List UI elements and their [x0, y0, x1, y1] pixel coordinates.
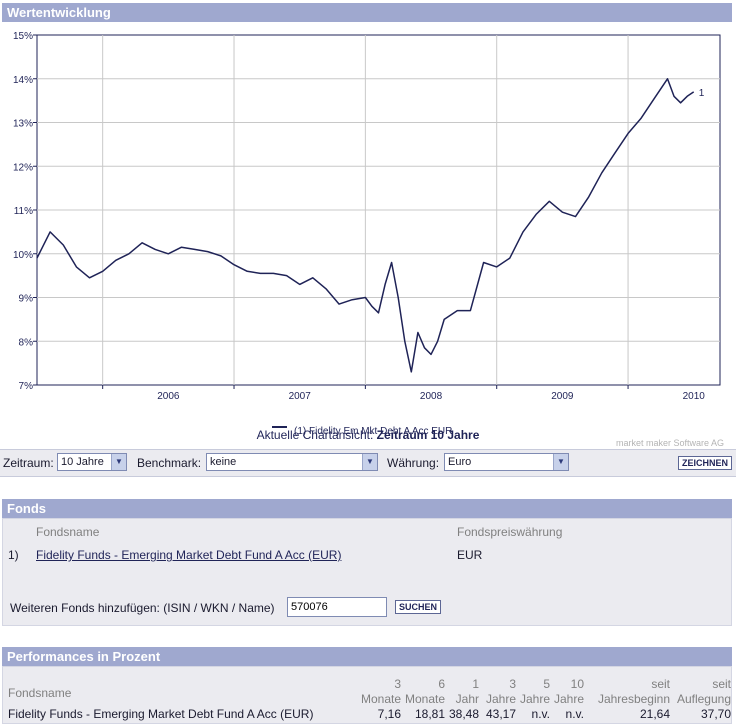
chart-section-title: Wertentwicklung	[7, 5, 111, 20]
fund-currency: EUR	[457, 548, 483, 562]
performance-panel: Fondsname 3 Monate 6 Monate 1 Jahr 3 Jah…	[2, 666, 732, 724]
add-fund-input[interactable]	[287, 597, 387, 617]
legend-swatch	[272, 426, 287, 428]
perf-value-5y: n.v.	[531, 707, 550, 721]
perf-value-ytd: 21,64	[639, 707, 670, 721]
perf-fund-name: Fidelity Funds - Emerging Market Debt Fu…	[8, 707, 314, 721]
current-chart-view: Aktuelle Chartansicht: Zeitraum 10 Jahre	[0, 428, 736, 442]
y-tick-label: 10%	[13, 250, 33, 261]
perf-col-5y-l2: Jahre	[519, 692, 550, 706]
zeitraum-value: 10 Jahre	[61, 456, 104, 468]
divider	[0, 449, 736, 450]
perf-col-6m-l2: Monate	[404, 692, 445, 706]
y-tick-label: 14%	[13, 75, 33, 86]
y-tick-label: 9%	[19, 294, 34, 305]
perf-col-10y-l1: 10	[570, 677, 584, 691]
y-tick-label: 12%	[13, 162, 33, 173]
fonds-section-title: Fonds	[7, 501, 46, 516]
y-tick-label: 15%	[13, 31, 33, 42]
fund-row-number: 1)	[8, 548, 19, 562]
perf-value-1y: 38,48	[448, 707, 479, 721]
perf-col-1y-l2: Jahr	[455, 692, 479, 706]
perf-value-inception: 37,70	[700, 707, 731, 721]
performance-section-title: Performances in Prozent	[7, 649, 161, 664]
y-tick-label: 11%	[14, 206, 33, 217]
perf-fondsname-header: Fondsname	[8, 686, 72, 700]
chart-credit: market maker Software AG	[615, 438, 724, 448]
series-end-label: 1	[699, 88, 705, 99]
perf-value-3y: 43,17	[485, 707, 516, 721]
perf-value-3m: 7,16	[377, 707, 401, 721]
perf-col-ytd-l1: seit	[651, 677, 670, 691]
x-tick-label: 2006	[157, 391, 180, 402]
perf-value-10y: n.v.	[565, 707, 584, 721]
perf-col-3y-l2: Jahre	[485, 692, 516, 706]
search-button[interactable]: SUCHEN	[395, 600, 442, 614]
perf-col-3m-l2: Monate	[360, 692, 401, 706]
current-view-prefix: Aktuelle Chartansicht:	[256, 428, 374, 442]
benchmark-label: Benchmark:	[137, 456, 202, 470]
series-line	[36, 78, 695, 373]
zeitraum-select[interactable]: 10 Jahre ▼	[57, 453, 127, 471]
draw-button[interactable]: ZEICHNEN	[678, 456, 733, 470]
fonds-panel: Fondsname Fondspreiswährung 1) Fidelity …	[2, 518, 732, 626]
legend-label: (1) Fidelity Em Mkt Debt A Acc EUR	[294, 426, 453, 437]
perf-col-3m-l1: 3	[394, 677, 401, 691]
perf-col-5y-l1: 5	[543, 677, 550, 691]
chevron-down-icon[interactable]: ▼	[553, 454, 568, 470]
waehrung-value: Euro	[448, 456, 472, 468]
fund-name-link[interactable]: Fidelity Funds - Emerging Market Debt Fu…	[36, 548, 342, 562]
chart-controls: Zeitraum: 10 Jahre ▼ Benchmark: keine ▼ …	[0, 450, 736, 476]
y-tick-label: 13%	[13, 119, 33, 130]
x-tick-label: 2010	[683, 391, 706, 402]
x-tick-label: 2007	[289, 391, 312, 402]
perf-value-6m: 18,81	[414, 707, 445, 721]
chart-section-header: Wertentwicklung	[2, 3, 732, 22]
fondsname-column-header: Fondsname	[36, 525, 100, 539]
add-fund-label: Weiteren Fonds hinzufügen: (ISIN / WKN /…	[10, 601, 275, 615]
performance-section-header: Performances in Prozent	[2, 647, 732, 666]
chevron-down-icon[interactable]: ▼	[362, 454, 377, 470]
perf-col-inception-l2: Auflegung	[676, 692, 731, 706]
zeitraum-label: Zeitraum:	[3, 456, 54, 470]
fonds-section-header: Fonds	[2, 499, 732, 518]
benchmark-select[interactable]: keine ▼	[206, 453, 378, 471]
x-tick-label: 2008	[420, 391, 443, 402]
waehrung-label: Währung:	[387, 456, 440, 470]
chevron-down-icon[interactable]: ▼	[111, 454, 126, 470]
perf-col-1y-l1: 1	[472, 677, 479, 691]
current-view-value: Zeitraum 10 Jahre	[376, 428, 480, 442]
waehrung-select[interactable]: Euro ▼	[444, 453, 569, 471]
line-chart: 7% 8% 9% 10% 11% 12% 13% 14% 15% 2006 2007 2008 2009…	[13, 31, 721, 402]
currency-column-header: Fondspreiswährung	[457, 525, 563, 539]
perf-col-10y-l2: Jahre	[553, 692, 584, 706]
x-tick-label: 2009	[551, 391, 574, 402]
y-tick-label: 7%	[19, 381, 34, 392]
benchmark-value: keine	[210, 456, 237, 468]
chart-panel: 7% 8% 9% 10% 11% 12% 13% 14% 15% 2006 2007 2008 2009…	[2, 22, 732, 448]
y-tick-label: 8%	[19, 337, 34, 348]
perf-col-6m-l1: 6	[438, 677, 445, 691]
divider	[0, 476, 736, 477]
perf-col-inception-l1: seit	[712, 677, 731, 691]
perf-col-3y-l1: 3	[509, 677, 516, 691]
perf-col-ytd-l2: Jahresbeginn	[597, 692, 670, 706]
